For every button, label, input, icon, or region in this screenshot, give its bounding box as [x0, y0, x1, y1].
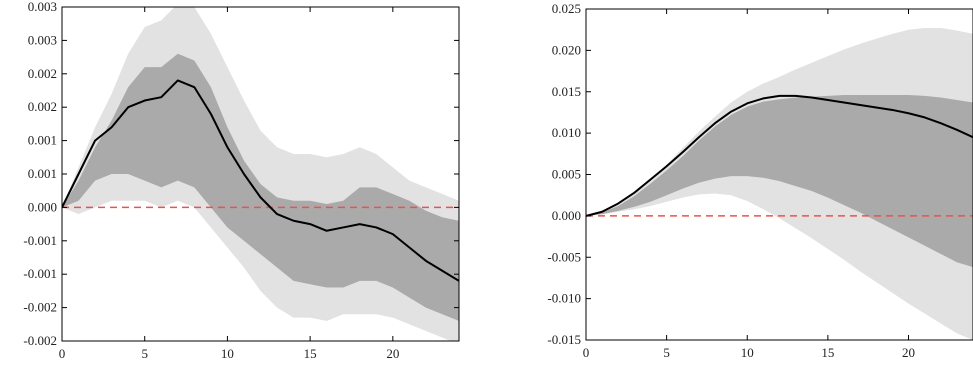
- y-tick-label: -0.002: [23, 333, 57, 348]
- response-line: [586, 94, 973, 217]
- y-tick-label: 0.015: [552, 84, 581, 99]
- y-tick-label: -0.001: [23, 233, 57, 248]
- y-tick-label: 0.020: [552, 42, 581, 57]
- x-tick-label: 15: [821, 345, 834, 360]
- x-tick-label: 10: [221, 346, 234, 361]
- response-line: [62, 79, 459, 282]
- x-tick-label: 10: [741, 345, 754, 360]
- x-tick-label: 5: [663, 345, 670, 360]
- inner-confidence-band: [62, 53, 459, 321]
- plot-area: [586, 28, 973, 340]
- x-tick-label: 5: [141, 346, 148, 361]
- y-tick-label: 0.000: [28, 199, 57, 214]
- left-panel: 0 5 10 15 20 -0.002 -0.002 -0.001 -0.001 0.000 0.0…: [23, 0, 460, 361]
- y-tick-label: 0.010: [552, 125, 581, 140]
- y-tick-label: 0.002: [28, 99, 57, 114]
- inner-confidence-band: [586, 95, 973, 268]
- y-tick-label: 0.001: [28, 166, 57, 181]
- y-tick-label: 0.025: [552, 1, 581, 16]
- y-tick-label: 0.002: [28, 66, 57, 81]
- plot-area: [62, 7, 459, 341]
- x-tick-label: 20: [902, 345, 915, 360]
- y-tick-label: -0.001: [23, 266, 57, 281]
- y-tick-label: -0.010: [547, 291, 581, 306]
- x-tick-label: 20: [386, 346, 399, 361]
- y-tick-label: 0.003: [28, 32, 57, 47]
- y-tick-label: 0.003: [28, 0, 57, 14]
- right-panel: 0 5 10 15 20 -0.015 -0.010 -0.005 0.000 0.005 0.01…: [547, 1, 973, 360]
- y-tick-label: -0.005: [547, 249, 581, 264]
- y-tick-label: 0.005: [552, 167, 581, 182]
- y-tick-label: 0.001: [28, 133, 57, 148]
- x-tick-label: 0: [59, 346, 66, 361]
- y-tick-label: -0.015: [547, 332, 581, 347]
- y-tick-label: -0.002: [23, 300, 57, 315]
- x-tick-label: 0: [583, 345, 590, 360]
- y-tick-label: 0.000: [552, 208, 581, 223]
- x-tick-label: 15: [304, 346, 317, 361]
